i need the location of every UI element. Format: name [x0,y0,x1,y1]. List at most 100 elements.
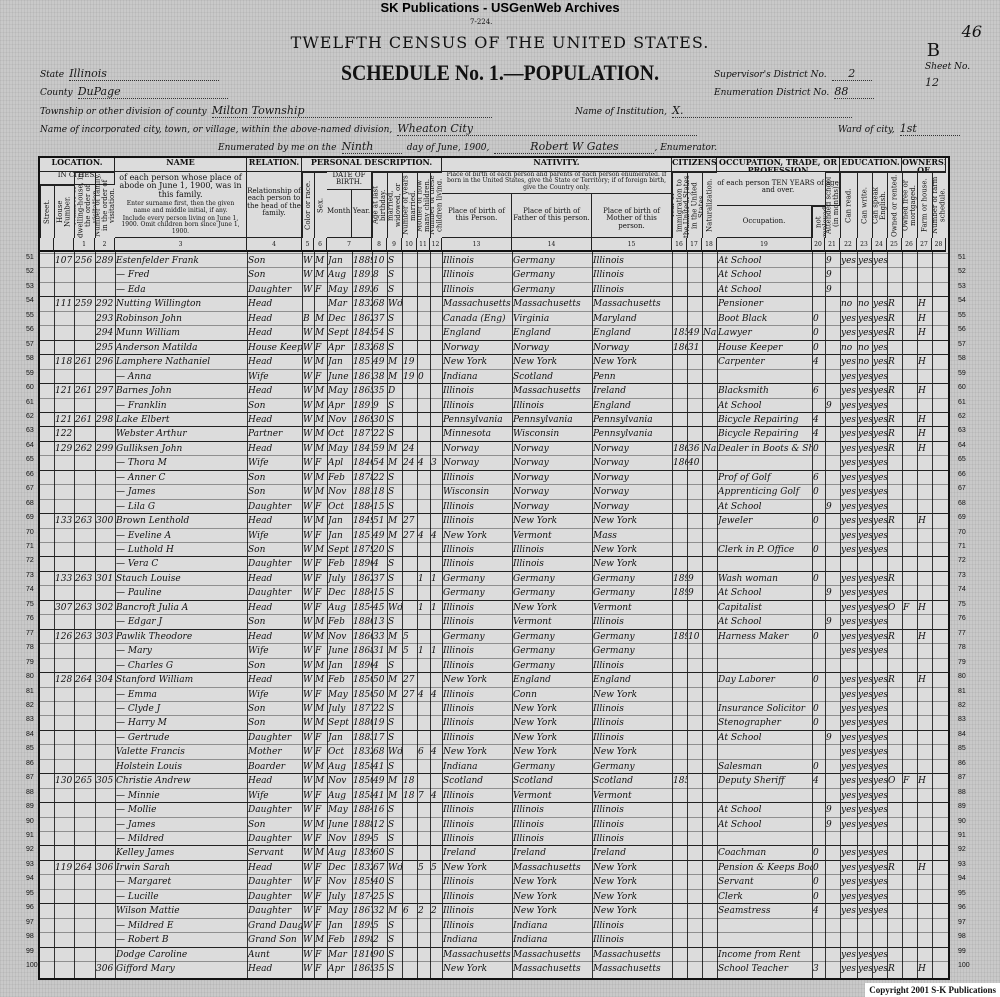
cell-color: W [303,660,313,671]
header-years-married: Number of years married. [402,172,417,238]
header-family: Number of family, in the order of visita… [95,172,115,238]
cell-month: Jan [328,920,343,931]
cell-marital: M [388,689,398,700]
cell-unemployed: 0 [813,891,819,902]
cell-years-married: 24 [403,443,415,454]
cell-dwelling: 256 [75,256,93,266]
cell-sex: F [315,371,322,382]
cell-color: W [303,443,313,454]
line-number: 93 [26,860,34,868]
header-school: Attended school (in months). [825,172,840,238]
line-number: 65 [958,456,966,464]
cell-bp-mother: Maryland [593,313,637,324]
cell-sex: M [315,761,325,772]
enum-prefix: Enumerated by me on the [218,143,337,153]
cell-bp-father: Indiana [513,935,548,946]
cell-month: Aug [328,602,347,613]
cell-month: Jan [328,256,343,266]
cell-school: 9 [826,819,832,830]
line-number: 57 [26,340,34,348]
cell-school: 9 [826,805,832,816]
cell-read: yes [841,805,857,816]
cell-year: 1868 [353,646,372,657]
cell-write: yes [858,631,872,642]
cell-age: 10 [373,256,385,266]
row-divider [40,917,948,919]
cell-family: 303 [96,631,114,642]
row-divider [40,556,948,558]
line-number: 54 [958,297,966,305]
cell-color: W [303,805,313,816]
column-number: 20 [812,238,825,252]
cell-relation: Head [248,386,273,397]
cell-relation: Head [248,357,273,368]
line-number: 59 [26,369,34,377]
cell-name: — James [116,487,156,498]
city-label: Name of incorporated city, town, or vill… [40,125,393,135]
cell-farm: H [918,414,926,425]
cell-bp-person: New York [443,747,488,758]
cell-dwelling: 264 [75,675,93,686]
cell-relation: Wife [248,790,269,801]
line-number: 74 [958,586,966,594]
line-number: 93 [958,860,966,868]
cell-bp-mother: New York [593,747,638,758]
cell-month: Feb [328,675,345,686]
cell-bp-person: Massachusetts [443,949,511,960]
cell-year: 1877 [353,703,372,714]
city-field: Name of incorporated city, town, or vill… [40,117,698,136]
line-number: 89 [26,803,34,811]
cell-speak: yes [873,602,887,613]
cell-sex: F [315,588,322,599]
cell-unemployed: 0 [813,313,819,324]
line-number: 89 [958,803,966,811]
cell-year: 1841 [353,443,372,454]
column-divider [302,252,303,978]
cell-bp-mother: Illinois [593,819,624,830]
cell-owned: R [888,964,895,975]
line-number: 62 [958,412,966,420]
cell-owned: O [888,602,896,613]
cell-speak: yes [873,631,887,642]
cell-marital: M [388,443,398,454]
cell-marital: D [388,386,396,397]
row-divider [40,787,948,789]
ed-value: 88 [834,85,875,99]
cell-speak: yes [873,328,887,339]
cell-age: 49 [373,357,385,368]
column-number: 7 [327,238,372,252]
cell-name: Stanford William [116,675,194,686]
cell-month: June [328,819,349,830]
cell-sex: M [315,414,325,425]
line-number: 96 [26,904,34,912]
cell-month: May [328,386,348,397]
column-divider [512,252,513,978]
cell-mother-of: 1 [418,573,424,584]
row-divider [40,888,948,890]
cell-living: 4 [431,689,437,700]
supervisor-value: 2 [831,67,872,81]
line-number: 80 [26,673,34,681]
cell-marital: S [388,935,395,946]
header-in-cities: IN CITIES. [40,172,115,185]
cell-unemployed: 0 [813,761,819,772]
cell-year: 1832 [353,862,372,873]
cell-owned: R [888,862,895,873]
cell-color: W [303,718,313,729]
ed-label: Enumeration District No. [714,88,830,98]
header-name-note1: Enter surname first, then the given name… [126,200,235,214]
row-divider [40,440,948,442]
cell-owned: R [888,631,895,642]
column-number: 5 [302,238,314,252]
cell-write: yes [858,718,872,729]
cell-occupation: Pensioner [718,299,764,310]
line-number: 98 [26,933,34,941]
line-number: 67 [958,485,966,493]
cell-color: W [303,573,313,584]
cell-unemployed: 4 [813,776,819,787]
cell-dwelling: 263 [75,516,93,527]
cell-write: yes [858,386,872,397]
cell-month: Jan [328,660,343,671]
line-number: 51 [26,254,34,261]
